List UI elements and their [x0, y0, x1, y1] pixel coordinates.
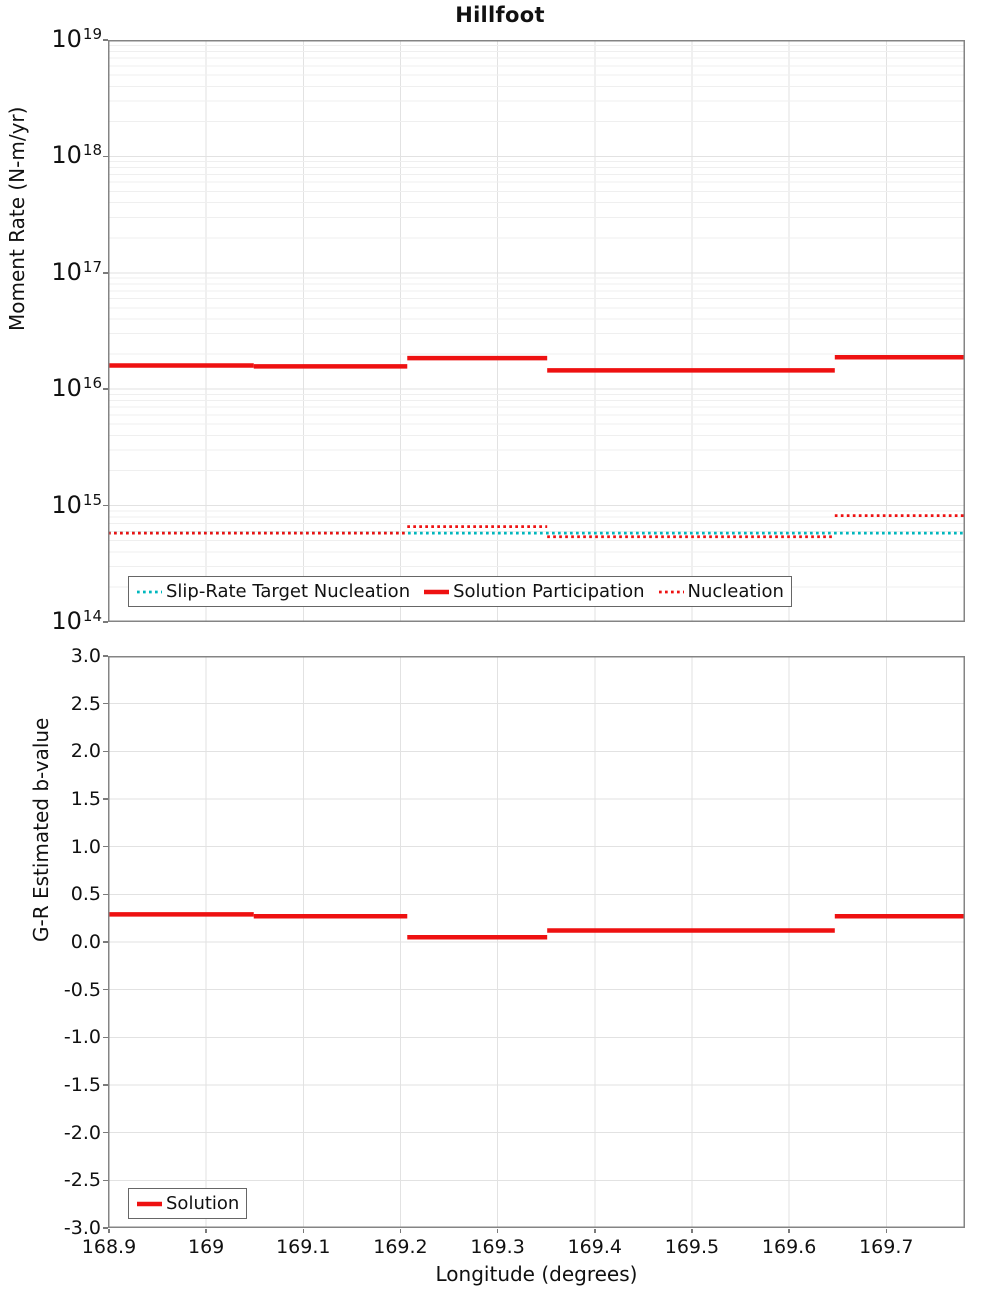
plot-frame — [108, 40, 965, 622]
b-value-plot-area — [108, 656, 965, 1228]
y-tick-mark — [103, 39, 108, 41]
y-tick-mark — [103, 1036, 108, 1039]
x-tick-label: 169.1 — [276, 1236, 331, 1258]
x-tick-label: 169.2 — [373, 1236, 428, 1258]
legend-item-slip-rate-target-nucleation: Slip-Rate Target Nucleation — [136, 581, 410, 602]
x-tick-label: 169 — [187, 1236, 225, 1258]
y-tick-label: 1016 — [51, 374, 102, 403]
y-tick-label: 1014 — [51, 607, 102, 635]
legend-label-solution: Solution — [166, 1193, 240, 1214]
x-tick-label: 169.6 — [761, 1236, 817, 1258]
y-tick-mark — [103, 988, 108, 991]
y-tick-label: -0.5 — [63, 978, 101, 1001]
chart-title: Hillfoot — [455, 3, 545, 27]
y-tick-label: 0.5 — [70, 883, 101, 906]
y-tick-mark — [103, 621, 108, 623]
y-tick-label: 1.0 — [70, 835, 101, 858]
y-tick-label: 2.5 — [70, 692, 101, 715]
y-tick-mark — [103, 1227, 108, 1229]
y-tick-label: 1017 — [51, 257, 102, 286]
y-tick-mark — [103, 1179, 108, 1182]
x-tick-mark — [885, 1229, 888, 1233]
y-tick-mark — [103, 1084, 108, 1086]
legend-b-value: Solution — [128, 1188, 248, 1219]
y-tick-label: -1.0 — [63, 1026, 101, 1049]
x-tick-mark — [788, 1229, 790, 1233]
y-tick-mark — [103, 845, 108, 848]
x-tick-label: 169.7 — [859, 1236, 914, 1258]
legend-item-nucleation: Nucleation — [658, 581, 784, 602]
y-tick-label: 1015 — [51, 490, 102, 519]
legend-moment-rate: Slip-Rate Target Nucleation Solution Par… — [128, 576, 792, 607]
x-tick-mark — [108, 1229, 110, 1233]
y-tick-mark — [103, 941, 108, 943]
x-tick-mark — [496, 1229, 499, 1233]
x-tick-mark — [691, 1229, 693, 1233]
y-tick-mark — [103, 504, 108, 507]
y-tick-mark — [103, 1131, 108, 1134]
x-tick-label: 169.5 — [664, 1236, 720, 1258]
y-tick-mark — [103, 798, 108, 800]
y-tick-label: -2.0 — [63, 1121, 101, 1144]
y-tick-label: 1019 — [51, 25, 102, 53]
x-tick-mark — [399, 1229, 402, 1233]
plot-frame — [108, 656, 965, 1228]
y-tick-mark — [103, 702, 108, 705]
y-tick-mark — [103, 655, 108, 657]
solution-line-sample — [137, 1201, 162, 1206]
solution-participation-line-sample — [424, 589, 450, 594]
y-tick-label: -1.5 — [63, 1074, 101, 1096]
legend-label-nucleation: Nucleation — [687, 581, 784, 602]
y-tick-label: -3.0 — [63, 1217, 101, 1239]
x-tick-label: 169.4 — [567, 1236, 622, 1258]
y-tick-label: 2.0 — [70, 740, 101, 763]
slip-rate-target-dotted-line-sample — [137, 590, 162, 593]
y-tick-label: 1.5 — [70, 788, 101, 810]
legend-label-solution-participation: Solution Participation — [453, 581, 645, 602]
nucleation-dotted-line-sample — [658, 590, 684, 593]
legend-label-slip-rate-target: Slip-Rate Target Nucleation — [166, 581, 411, 602]
y-tick-label: 1018 — [51, 141, 102, 170]
y-tick-mark — [103, 750, 108, 753]
x-tick-label: 169.3 — [470, 1236, 525, 1258]
moment-rate-plot-area — [108, 40, 965, 622]
y-tick-label: -2.5 — [63, 1169, 101, 1192]
y-tick-label: 3.0 — [70, 645, 101, 667]
legend-item-solution: Solution — [136, 1193, 239, 1214]
y-tick-mark — [103, 272, 108, 274]
legend-item-solution-participation: Solution Participation — [423, 581, 645, 602]
x-tick-mark — [594, 1229, 596, 1233]
y-tick-label: 0.0 — [70, 931, 101, 953]
x-tick-mark — [205, 1229, 207, 1233]
x-tick-mark — [302, 1229, 305, 1233]
plot-svg — [108, 40, 965, 622]
x-axis-title-longitude: Longitude (degrees) — [435, 1262, 638, 1286]
x-tick-label: 168.9 — [81, 1236, 137, 1258]
y-tick-mark — [103, 155, 108, 158]
plot-svg — [108, 656, 965, 1228]
y-tick-mark — [103, 893, 108, 896]
y-tick-mark — [103, 388, 108, 390]
